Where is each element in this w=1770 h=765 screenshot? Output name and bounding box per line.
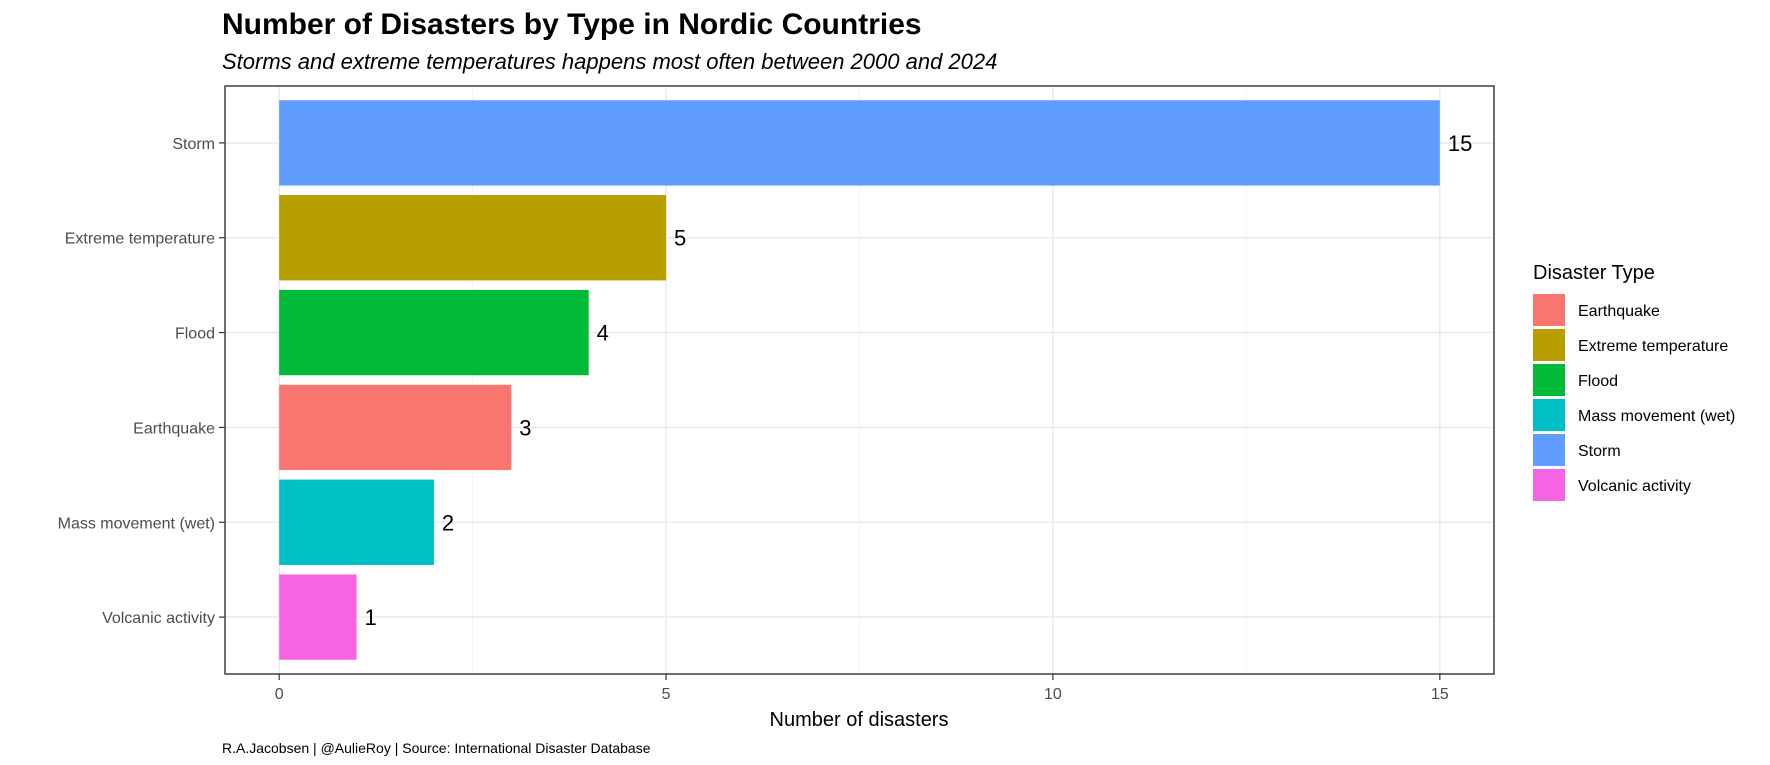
bar — [279, 384, 512, 471]
y-tick-label: Extreme temperature — [65, 231, 215, 248]
legend-label: Storm — [1578, 443, 1621, 460]
bar — [279, 100, 1440, 186]
data-label: 5 — [674, 226, 686, 251]
legend-key — [1533, 294, 1565, 326]
data-label: 3 — [519, 415, 531, 440]
x-tick-label: 5 — [662, 686, 671, 703]
x-tick-label: 15 — [1431, 686, 1449, 703]
y-axis: Storm Extreme temperature Flood Earthquake M… — [58, 136, 225, 627]
legend-key — [1533, 364, 1565, 396]
legend-key — [1533, 469, 1565, 501]
y-tick-label: Storm — [172, 136, 215, 153]
chart-title: Number of Disasters by Type in Nordic Co… — [222, 8, 922, 41]
data-label: 15 — [1448, 131, 1472, 156]
bar — [279, 574, 357, 660]
x-tick-label: 0 — [275, 686, 284, 703]
y-tick-label: Volcanic activity — [102, 610, 215, 627]
legend-title: Disaster Type — [1533, 262, 1655, 284]
data-label: 4 — [597, 321, 609, 346]
legend-key — [1533, 399, 1565, 431]
bars — [279, 100, 1440, 660]
legend-label: Flood — [1578, 373, 1618, 390]
legend-label: Extreme temperature — [1578, 338, 1728, 355]
data-label: 1 — [365, 605, 377, 630]
data-label: 2 — [442, 510, 454, 535]
y-tick-label: Flood — [175, 326, 215, 343]
chart-subtitle: Storms and extreme temperatures happens … — [222, 49, 997, 74]
bar — [279, 479, 434, 565]
bar — [279, 195, 667, 281]
data-labels: 15 5 4 3 2 1 — [365, 131, 1473, 630]
legend-label: Volcanic activity — [1578, 478, 1691, 495]
y-tick-label: Earthquake — [133, 420, 215, 437]
legend: Disaster Type Earthquake Extreme temperat… — [1533, 262, 1735, 501]
x-axis-title: Number of disasters — [770, 709, 949, 731]
caption: R.A.Jacobsen | @AulieRoy | Source: Inter… — [222, 740, 651, 756]
y-tick-label: Mass movement (wet) — [58, 515, 215, 532]
legend-label: Earthquake — [1578, 303, 1660, 320]
x-axis: 0 5 10 15 — [275, 674, 1449, 703]
bar — [279, 289, 589, 376]
legend-key — [1533, 329, 1565, 361]
legend-key — [1533, 434, 1565, 466]
plot-border — [224, 85, 1495, 675]
legend-label: Mass movement (wet) — [1578, 408, 1735, 425]
x-tick-label: 10 — [1044, 686, 1062, 703]
